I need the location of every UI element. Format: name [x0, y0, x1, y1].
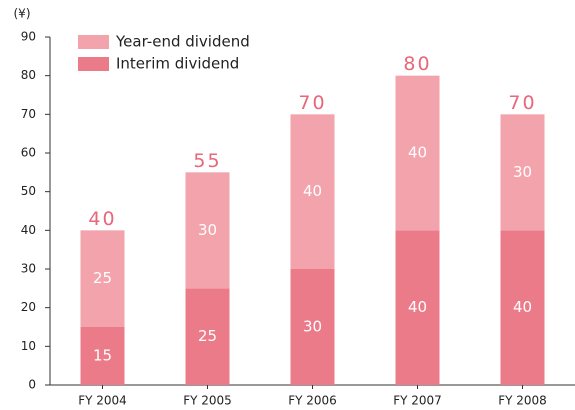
- legend-swatch: [78, 57, 109, 71]
- total-label: 80: [403, 53, 431, 75]
- y-tick-label: 30: [21, 262, 36, 276]
- segment-label: 30: [198, 221, 217, 239]
- segment-label: 40: [408, 144, 427, 162]
- y-tick-label: 20: [21, 300, 36, 314]
- x-tick-label: FY 2004: [78, 394, 127, 408]
- bar-segment: [500, 230, 545, 385]
- y-tick-label: 10: [21, 339, 36, 353]
- y-tick-label: 40: [21, 223, 36, 237]
- bar-segment: [500, 114, 545, 231]
- y-tick-label: 0: [28, 378, 36, 392]
- x-tick-label: FY 2007: [393, 394, 442, 408]
- segment-label: 40: [513, 298, 532, 316]
- bar-segment: [185, 172, 230, 289]
- x-tick-label: FY 2006: [288, 394, 337, 408]
- y-tick-label: 70: [21, 107, 36, 121]
- x-tick-label: FY 2008: [498, 394, 547, 408]
- legend-swatch: [78, 35, 109, 49]
- total-label: 70: [298, 92, 326, 114]
- bar-segment: [80, 230, 125, 327]
- y-tick-label: 80: [21, 68, 36, 82]
- segment-label: 30: [303, 318, 322, 336]
- bar-segment: [290, 269, 335, 385]
- segment-label: 30: [513, 163, 532, 181]
- y-tick-label: 90: [21, 30, 36, 44]
- segment-label: 25: [198, 327, 217, 345]
- legend-label: Year-end dividend: [115, 33, 250, 51]
- bar-segment: [395, 230, 440, 385]
- total-label: 70: [508, 92, 536, 114]
- total-label: 40: [88, 208, 116, 230]
- total-label: 55: [193, 150, 221, 172]
- y-axis-label: (¥): [14, 7, 31, 21]
- x-tick-label: FY 2005: [183, 394, 232, 408]
- bar-segment: [185, 288, 230, 385]
- legend-label: Interim dividend: [116, 55, 239, 73]
- segment-label: 15: [93, 347, 112, 365]
- y-tick-label: 60: [21, 146, 36, 160]
- bar-segment: [290, 114, 335, 269]
- bar-segment: [395, 75, 440, 231]
- segment-label: 40: [303, 182, 322, 200]
- segment-label: 40: [408, 298, 427, 316]
- segment-label: 25: [93, 269, 112, 287]
- bar-segment: [80, 327, 125, 385]
- y-tick-label: 50: [21, 184, 36, 198]
